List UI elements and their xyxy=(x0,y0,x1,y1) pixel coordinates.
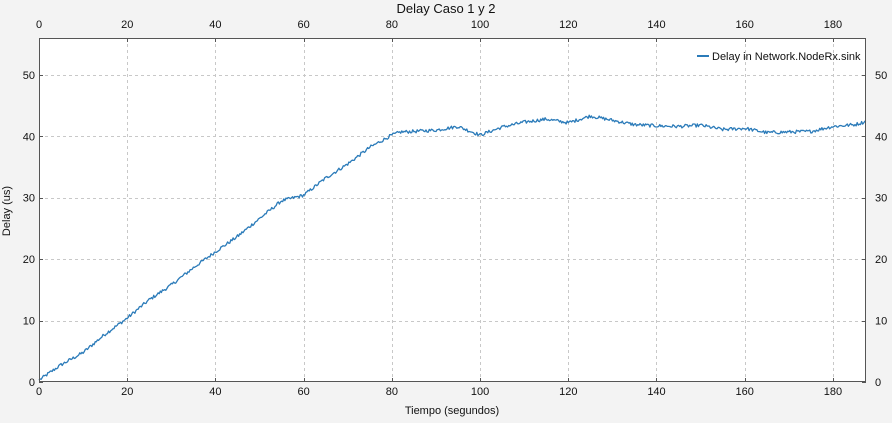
y-tick-label: 50 xyxy=(23,70,35,82)
x-tick-label-top: 180 xyxy=(824,19,842,31)
chart-title: Delay Caso 1 y 2 xyxy=(397,1,496,16)
series-line xyxy=(38,114,867,381)
y-tick-label-right: 20 xyxy=(875,254,887,266)
x-tick-label: 60 xyxy=(298,386,310,398)
x-tick-label: 100 xyxy=(471,386,489,398)
series-layer xyxy=(38,114,867,381)
x-tick-label: 0 xyxy=(36,386,42,398)
x-tick-label: 40 xyxy=(209,386,221,398)
y-tick-label: 10 xyxy=(23,316,35,328)
x-tick-label: 140 xyxy=(647,386,665,398)
x-tick-label-top: 160 xyxy=(736,19,754,31)
x-tick-label-top: 100 xyxy=(471,19,489,31)
y-tick-label: 20 xyxy=(23,254,35,266)
y-tick-label-right: 30 xyxy=(875,193,887,205)
y-axis-label: Delay (us) xyxy=(1,186,13,236)
x-tick-label-top: 40 xyxy=(209,19,221,31)
y-tick-label-right: 40 xyxy=(875,131,887,143)
x-tick-label-top: 0 xyxy=(36,19,42,31)
plot-frame xyxy=(39,38,866,382)
x-tick-label-top: 20 xyxy=(121,19,133,31)
y-tick-label: 40 xyxy=(23,131,35,143)
x-tick-label-top: 140 xyxy=(647,19,665,31)
y-tick-label-right: 50 xyxy=(875,70,887,82)
y-tick-label-right: 10 xyxy=(875,316,887,328)
y-tick-label: 0 xyxy=(29,377,35,389)
legend-label: Delay in Network.NodeRx.sink xyxy=(712,51,861,63)
plot-area xyxy=(39,38,866,382)
x-tick-label-top: 120 xyxy=(559,19,577,31)
y-tick-label: 30 xyxy=(23,193,35,205)
legend: Delay in Network.NodeRx.sink xyxy=(697,51,861,63)
x-tick-label: 80 xyxy=(386,386,398,398)
x-tick-label: 20 xyxy=(121,386,133,398)
x-tick-label: 160 xyxy=(736,386,754,398)
x-tick-label-top: 80 xyxy=(386,19,398,31)
ticks: 0020204040606080801001001201201401401601… xyxy=(23,19,888,398)
x-axis-label: Tiempo (segundos) xyxy=(405,405,499,417)
x-tick-label: 120 xyxy=(559,386,577,398)
x-tick-label-top: 60 xyxy=(298,19,310,31)
x-tick-label: 180 xyxy=(824,386,842,398)
y-tick-label-right: 0 xyxy=(875,377,881,389)
